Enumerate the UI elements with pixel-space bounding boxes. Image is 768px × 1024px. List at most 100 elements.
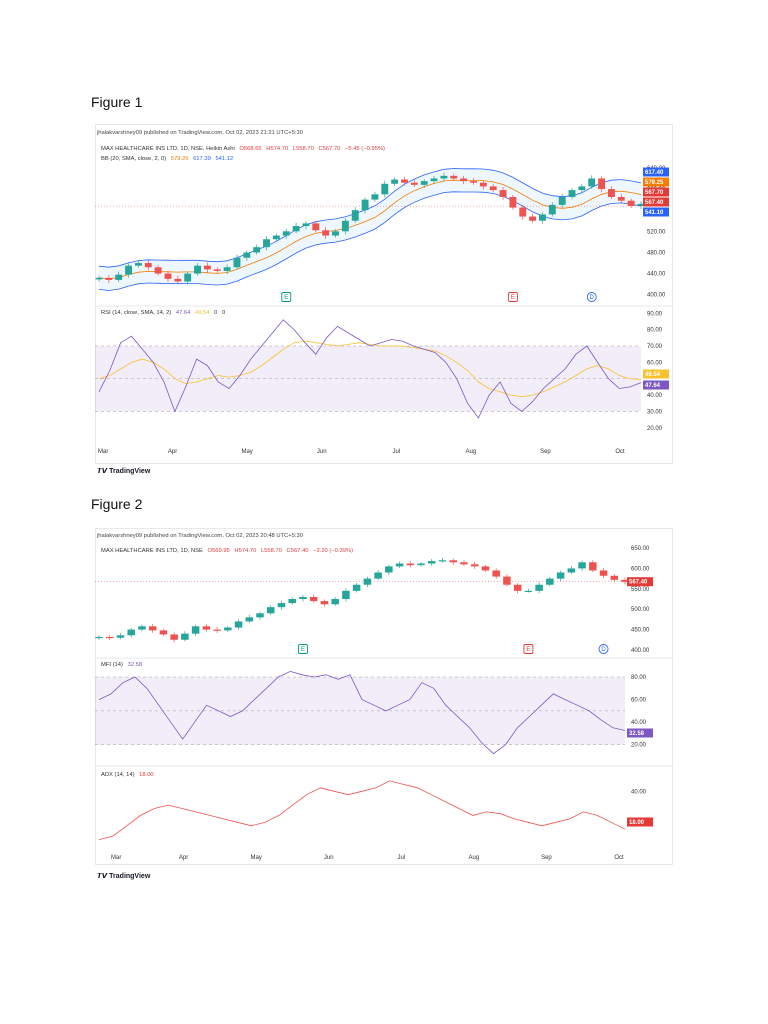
candle-body: [288, 599, 296, 604]
y-tick-label: 400.00: [631, 648, 650, 654]
candle-body: [371, 194, 379, 200]
ohlc-open: O568.65: [239, 146, 262, 152]
price-tag: [627, 577, 653, 587]
symbol-legend: MAX HEALTHCARE INS LTD, 1D, NSE, Heikin …: [101, 146, 388, 152]
figure-2-svg: 650.00 600.00 550.00 500.00 450.00 400.00 567.…: [95, 528, 673, 865]
candle-body: [489, 186, 497, 191]
candle-body: [263, 239, 270, 248]
event-marker-label: E: [511, 295, 515, 301]
publisher-line: jhalakvarshney09 published on TradingVie…: [97, 533, 303, 539]
candle-body: [385, 566, 393, 573]
candle-body: [341, 220, 349, 232]
rsi-extra-1: 0: [214, 310, 218, 316]
candle-body: [406, 563, 415, 566]
mfi-line: [98, 670, 626, 755]
candle-body: [558, 196, 566, 205]
x-tick-label: Jul: [397, 855, 405, 861]
x-tick-label: Mar: [111, 855, 121, 861]
y-tick-label: 600.00: [631, 566, 650, 572]
candle-body: [499, 190, 507, 197]
candle-body: [203, 265, 211, 270]
candle-body: [617, 196, 625, 201]
candle-body: [627, 200, 635, 206]
candle-body: [361, 199, 369, 211]
price-tag-label: 579.25: [645, 180, 664, 186]
candle-body: [115, 274, 123, 280]
bb-legend: BB (20, SMA, close, 2, 0) 579.26 617.39 …: [101, 156, 236, 162]
price-tag: [643, 167, 669, 177]
candle-body: [513, 584, 522, 591]
candle-body: [430, 178, 438, 182]
y-tick-label: 60.00: [631, 698, 647, 704]
ohlc-low: L558.70: [260, 548, 282, 554]
candle-body: [535, 584, 543, 591]
rsi-ma-line: [98, 340, 642, 398]
price-tag-label: 567.40: [645, 200, 664, 206]
candle-body: [105, 636, 114, 639]
candle-body: [105, 277, 113, 280]
candle-body: [352, 584, 361, 591]
candle-body: [401, 179, 408, 183]
candle-body: [420, 181, 428, 185]
candle-body: [116, 635, 125, 638]
candle-body: [449, 560, 458, 563]
rsi-line: [98, 319, 642, 419]
symbol-name: MAX HEALTHCARE INS LTD, 1D, NSE, Heikin …: [101, 146, 235, 152]
x-tick-label: Sep: [540, 449, 551, 455]
candle-body: [256, 613, 264, 618]
ohlc-open: O569.95: [207, 548, 230, 554]
candle-body: [492, 570, 500, 577]
x-tick-label: Jul: [392, 449, 400, 455]
candle-body: [588, 178, 596, 187]
candle-body: [144, 263, 152, 268]
y-tick-label: 20.00: [631, 743, 647, 749]
candle-body: [253, 247, 261, 253]
price-tag-label: 567.40: [629, 580, 648, 586]
y-tick-label: 450.00: [631, 628, 650, 634]
x-tick-label: May: [250, 855, 261, 861]
candle-body: [381, 183, 389, 195]
candle-body: [470, 181, 477, 183]
candle-body: [138, 626, 146, 630]
candle-body: [266, 607, 275, 614]
price-tag: [627, 817, 653, 827]
event-marker: [586, 292, 597, 302]
panel-border: [95, 124, 673, 464]
price-tag-label: 47.64: [645, 383, 661, 389]
price-tag: [643, 197, 669, 207]
event-marker-label: D: [590, 295, 595, 301]
mfi-legend: MFI (14) 32.58: [101, 662, 145, 668]
x-tick-label: Jun: [317, 449, 327, 455]
candle-body: [607, 189, 615, 197]
y-tick-label: 520.00: [647, 229, 666, 235]
publisher-line: jhalakvarshney09 published on TradingVie…: [97, 130, 303, 136]
price-tag-label: 18.00: [629, 820, 645, 826]
candle-body: [170, 634, 178, 640]
candle-body: [191, 626, 200, 634]
x-tick-label: Aug: [466, 449, 477, 455]
candle-body: [342, 590, 350, 599]
x-tick-label: Mar: [98, 449, 108, 455]
panel-border: [95, 528, 673, 865]
candle-body: [292, 226, 300, 232]
candle-body: [125, 265, 133, 275]
candle-body: [302, 223, 310, 227]
candle-body: [391, 179, 399, 184]
figure-2-chart: jhalakvarshney09 published on TradingVie…: [95, 528, 673, 865]
candle-body: [438, 560, 447, 562]
candle-body: [299, 596, 307, 599]
candle-body: [223, 267, 231, 271]
candle-body: [312, 223, 320, 231]
price-tag: [643, 380, 669, 390]
price-tag-label: 617.40: [645, 170, 664, 176]
ohlc-high: H574.70: [234, 548, 257, 554]
x-tick-label: May: [241, 449, 252, 455]
x-tick-label: Sep: [541, 855, 552, 861]
candle-body: [351, 210, 359, 221]
candle-body: [460, 178, 468, 182]
candle-body: [363, 578, 372, 585]
figure-2-title: Figure 2: [91, 496, 143, 512]
event-marker: [523, 644, 534, 654]
rsi-label: RSI (14, close, SMA, 14, 2): [101, 310, 172, 316]
ohlc-high: H574.70: [266, 146, 289, 152]
